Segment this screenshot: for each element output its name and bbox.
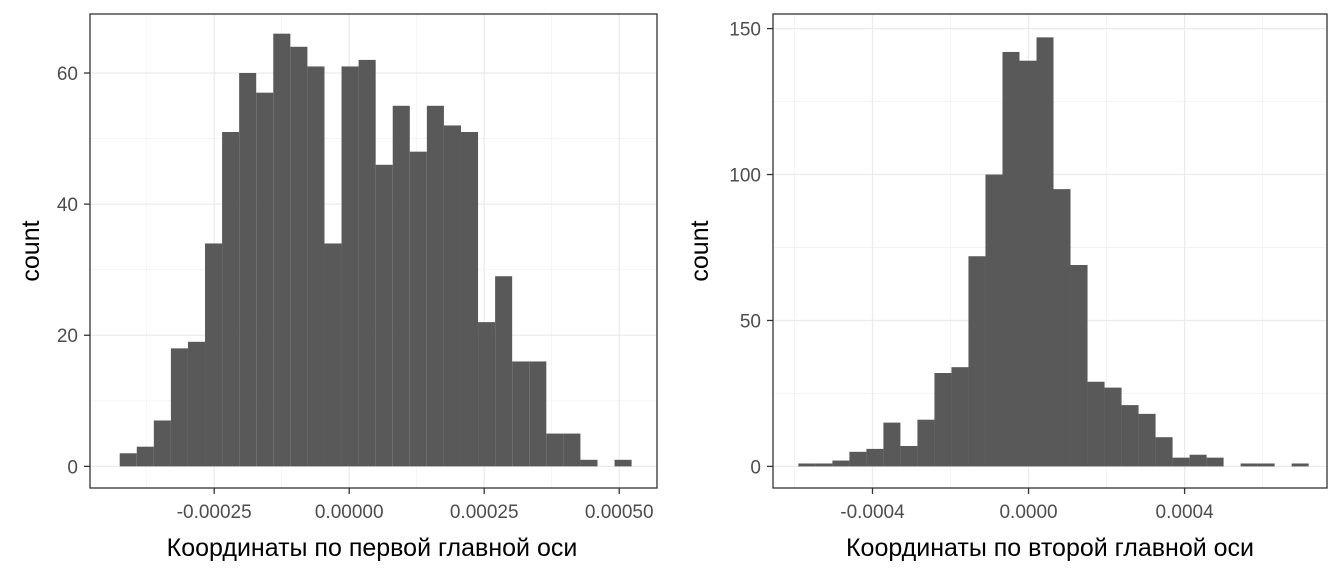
histogram-bar	[273, 33, 291, 467]
histogram-bar	[529, 361, 547, 467]
histogram-bar	[1257, 463, 1275, 467]
histogram-bar	[426, 105, 444, 467]
y-tick-label: 100	[729, 166, 761, 187]
histogram-bar	[546, 433, 564, 467]
histogram-bar	[153, 420, 171, 467]
y-axis-title: count	[686, 220, 714, 281]
histogram-bar	[614, 459, 632, 467]
y-tick-label: 0	[67, 457, 78, 478]
y-tick-label: 50	[740, 311, 761, 332]
x-axis-title: Координаты по второй главной оси	[846, 534, 1254, 562]
histogram-bar	[495, 276, 513, 467]
histogram-bar	[290, 46, 308, 467]
histogram-bar	[985, 174, 1003, 467]
histogram-panel-first-axis: -0.00025 0.00000 0.00025 0.00050 0 20 40 60 Коор…	[17, 13, 658, 562]
histogram-bar	[187, 341, 206, 467]
histogram-bar	[136, 446, 154, 467]
histogram-bar	[1087, 381, 1105, 467]
y-tick-label: 40	[57, 195, 78, 216]
y-tick-label: 60	[57, 64, 78, 85]
histogram-bar	[1104, 387, 1122, 467]
histogram-bar	[119, 453, 137, 467]
histogram-bar	[1002, 51, 1020, 467]
histogram-bar	[1172, 457, 1190, 467]
histogram-bar	[307, 66, 325, 467]
histogram-panel-second-axis: -0.0004 0.0000 0.0004 0 50 100 150 Координаты п…	[686, 13, 1328, 562]
x-tick-label: 0.0004	[1156, 502, 1215, 523]
x-tick-label: 0.00000	[315, 502, 384, 523]
histogram-bar	[392, 105, 410, 467]
panel-border	[772, 13, 1328, 489]
histogram-bar	[900, 445, 918, 467]
histogram-bar	[358, 59, 376, 467]
histogram-bar	[934, 373, 952, 467]
histogram-bar	[239, 73, 257, 467]
x-tick-label: -0.00025	[177, 502, 252, 523]
histogram-bar	[815, 463, 833, 467]
y-tick-label: 20	[57, 326, 78, 347]
histogram-bar	[1240, 463, 1258, 467]
histogram-bar	[1036, 37, 1054, 467]
histogram-bar	[341, 66, 359, 467]
histogram-bar	[951, 367, 969, 467]
y-axis-title: count	[17, 220, 45, 281]
histogram-bar	[1019, 60, 1037, 467]
histogram-bar	[866, 448, 884, 467]
y-tick-label: 0	[750, 457, 761, 478]
histogram-bar	[883, 422, 901, 467]
histogram-bar	[409, 151, 427, 467]
histogram-bar	[324, 243, 342, 467]
x-tick-label: 0.00050	[585, 502, 654, 523]
histogram-bar	[478, 322, 496, 467]
x-tick-label: 0.0000	[999, 502, 1057, 523]
histogram-bar	[832, 460, 850, 467]
histogram-bar	[512, 361, 530, 467]
histogram-bar	[1053, 189, 1071, 467]
histogram-bar	[1138, 413, 1156, 467]
x-tick-label: 0.00025	[450, 502, 519, 523]
histogram-bar	[170, 348, 188, 467]
x-tick-label: -0.0004	[840, 502, 905, 523]
x-axis-title: Координаты по первой главной оси	[167, 534, 578, 562]
histogram-bar	[1291, 463, 1309, 467]
histogram-bar	[1070, 265, 1088, 467]
histogram-bar	[1206, 457, 1224, 467]
histogram-bar	[256, 92, 274, 467]
histogram-bar	[1155, 437, 1173, 467]
histogram-bar	[968, 256, 986, 467]
histogram-bar	[849, 451, 867, 467]
histogram-bar	[375, 164, 393, 467]
histogram-bar	[917, 419, 935, 467]
histogram-bar	[1189, 454, 1207, 467]
histogram-bar	[443, 125, 461, 467]
y-tick-label: 150	[729, 20, 761, 41]
histogram-bar	[563, 433, 581, 467]
histogram-bar	[580, 459, 598, 467]
histogram-bar	[1121, 405, 1139, 467]
histogram-bar	[460, 132, 479, 467]
histogram-bar	[798, 463, 816, 467]
histogram-bar	[205, 243, 223, 467]
histogram-bar	[222, 132, 240, 467]
panel-border	[89, 13, 658, 489]
